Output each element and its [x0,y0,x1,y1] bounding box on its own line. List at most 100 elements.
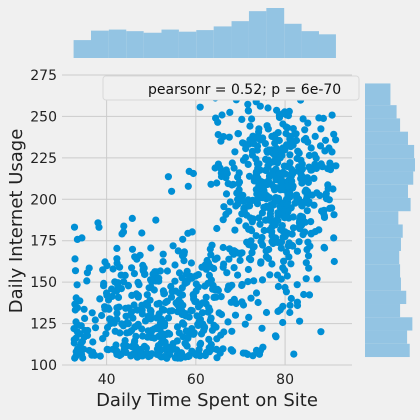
scatter-point [263,122,271,130]
scatter-point [171,354,179,362]
scatter-point [89,338,97,346]
scatter-point [268,181,276,189]
scatter-point [151,268,159,276]
scatter-point [303,207,311,215]
scatter-point [77,338,86,346]
scatter-point [295,149,303,157]
scatter-point [258,276,267,284]
scatter-point [96,295,104,303]
scatter-point [81,314,89,322]
scatter-point [232,299,240,308]
scatter-point [222,190,231,198]
scatter-point [311,132,319,140]
scatter-point [78,234,86,242]
scatter-point [177,349,185,357]
scatter-point [244,265,252,274]
scatter-point [295,238,303,246]
scatter-point [212,293,220,301]
scatter-point [225,255,233,263]
scatter-point [235,169,243,177]
scatter-point [79,354,87,362]
scatter-point [152,216,160,224]
y-hist-bar [365,250,400,265]
scatter-point [284,182,292,190]
scatter-point [283,124,292,132]
y-hist-bar [365,330,408,344]
scatter-point [150,286,158,294]
scatter-point [261,181,269,189]
scatter-point [271,149,279,157]
scatter-point [236,256,244,264]
scatter-point [103,345,111,353]
scatter-point [261,140,269,148]
scatter-point [204,279,212,287]
scatter-point [163,354,171,362]
scatter-point [180,257,188,265]
scatter-point [277,275,285,283]
scatter-point [305,151,313,160]
scatter-point [163,267,171,275]
scatter-point [125,328,134,336]
scatter-point [184,334,192,342]
scatter-point [293,194,301,202]
scatter-point [282,288,290,296]
scatter-point [217,137,225,145]
scatter-point [206,306,214,314]
pearsonr-annotation: pearsonr = 0.52; p = 6e-70 [148,82,341,98]
scatter-point [239,349,247,357]
scatter-point [332,162,340,170]
scatter-point [84,326,92,335]
scatter-point [164,314,173,322]
scatter-point [214,131,222,139]
scatter-point [324,181,332,189]
scatter-point [226,108,234,116]
scatter-point [198,309,207,317]
scatter-point [139,261,147,269]
scatter-point [178,284,186,292]
scatter-point [217,172,226,181]
y-tick-label: 225 [30,151,57,167]
scatter-point [108,292,116,300]
scatter-point [178,291,187,299]
scatter-point [147,244,155,252]
scatter-point [185,352,193,360]
scatter-point [155,310,163,318]
scatter-point [167,293,176,301]
scatter-point [279,110,287,118]
scatter-point [117,271,125,279]
scatter-point [231,311,240,319]
scatter-point [300,290,308,299]
scatter-point [330,257,338,266]
scatter-point [220,260,228,268]
scatter-point [274,159,282,167]
scatter-point [80,305,88,313]
scatter-point [321,147,329,155]
scatter-point [158,331,166,339]
scatter-point [252,174,260,182]
scatter-point [95,223,103,231]
scatter-point [218,111,226,119]
scatter-point [288,168,297,176]
scatter-point [252,289,261,297]
scatter-point [102,330,110,338]
scatter-point [253,196,261,204]
scatter-point [138,229,146,237]
x-hist-bar [91,30,109,58]
scatter-point [266,271,274,279]
scatter-point [114,293,123,301]
scatter-point [252,155,260,163]
scatter-point [112,287,121,295]
scatter-point [143,291,151,299]
x-hist-bar [248,11,267,59]
scatter-point [317,125,325,133]
scatter-point [207,314,215,322]
scatter-point [238,115,246,123]
scatter-point [232,202,240,210]
scatter-point [258,324,266,332]
scatter-point [275,194,283,202]
scatter-point [280,257,288,265]
scatter-point [287,294,295,303]
scatter-point [172,299,180,307]
scatter-point [254,132,262,140]
